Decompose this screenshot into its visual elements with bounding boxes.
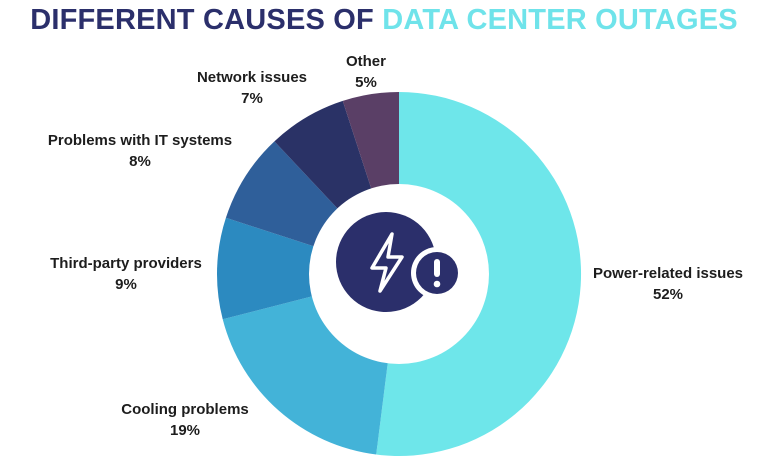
slice-label: Cooling problems [121, 401, 249, 418]
slice-value-label: 19% [170, 422, 200, 439]
slice-value-label: 5% [355, 74, 377, 91]
labels-group: Power-related issues 52% Cooling problems 1… [48, 53, 743, 439]
title-part-2: DATA CENTER OUTAGES [382, 4, 738, 36]
slice-value-label: 7% [241, 90, 263, 107]
slice-label: Power-related issues [593, 265, 743, 282]
chart-title: DIFFERENT CAUSES OF DATA CENTER OUTAGES [0, 4, 768, 37]
slice-label: Third-party providers [50, 255, 202, 272]
lightning-bolt-icon [336, 212, 436, 312]
slice-label: Network issues [197, 69, 307, 86]
slice-label: Other [346, 53, 386, 70]
title-part-1: DIFFERENT CAUSES OF [30, 4, 374, 36]
slice-value-label: 52% [653, 286, 683, 303]
slice-value-label: 9% [115, 276, 137, 293]
slice-value-label: 8% [129, 153, 151, 170]
exclamation-icon [411, 247, 463, 299]
slice-third-party-providers [217, 217, 399, 320]
slice-label: Problems with IT systems [48, 132, 232, 149]
